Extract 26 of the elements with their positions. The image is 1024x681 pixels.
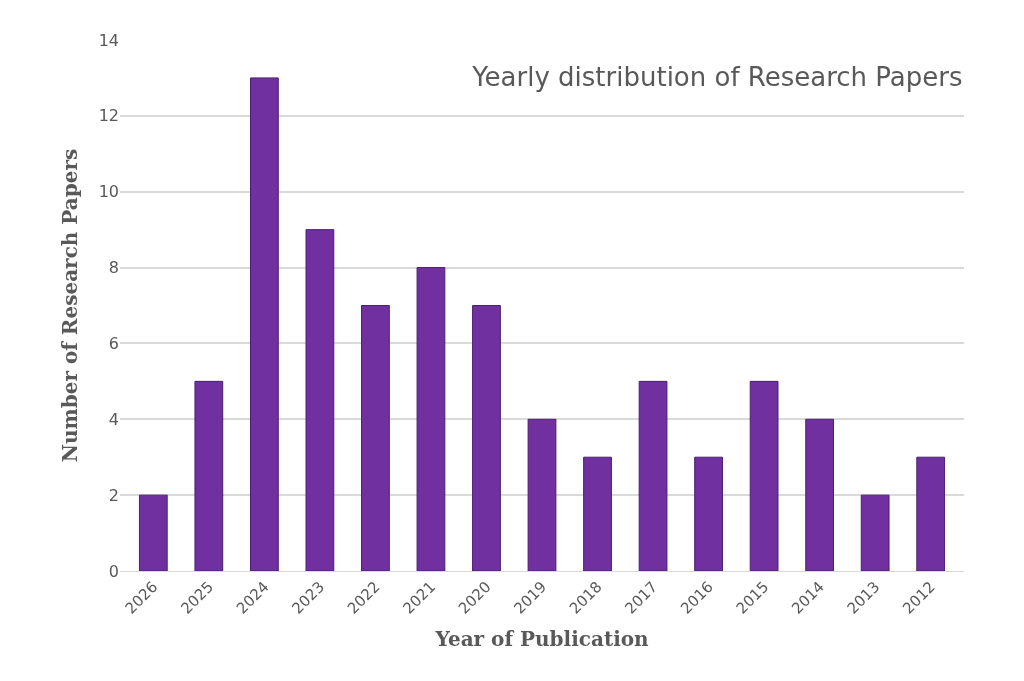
bar — [638, 380, 668, 571]
bar — [138, 494, 168, 571]
y-tick-label: 8 — [108, 258, 119, 278]
bar — [694, 456, 723, 571]
y-tick-label: 14 — [98, 30, 119, 50]
y-tick-label: 0 — [108, 561, 119, 581]
bar — [194, 380, 224, 571]
bar — [583, 456, 612, 571]
bar — [916, 456, 946, 571]
y-tick-label: 10 — [98, 182, 119, 202]
bar — [361, 305, 390, 571]
bar — [527, 418, 557, 571]
bar — [860, 494, 890, 571]
y-tick-label: 6 — [108, 334, 119, 354]
bar — [749, 380, 779, 571]
y-tick-label: 2 — [108, 485, 119, 505]
text: Yearly distribution of Research Papers — [471, 62, 963, 93]
bar — [416, 267, 446, 571]
y-tick-label: 4 — [108, 409, 119, 429]
y-axis-title: Number of Research Papers — [58, 148, 83, 463]
bar — [305, 229, 335, 571]
x-axis-title: Year of Publication — [434, 627, 650, 652]
bar — [472, 305, 501, 571]
bar — [249, 77, 279, 571]
bar — [805, 418, 835, 571]
y-tick-label: 12 — [98, 106, 119, 126]
